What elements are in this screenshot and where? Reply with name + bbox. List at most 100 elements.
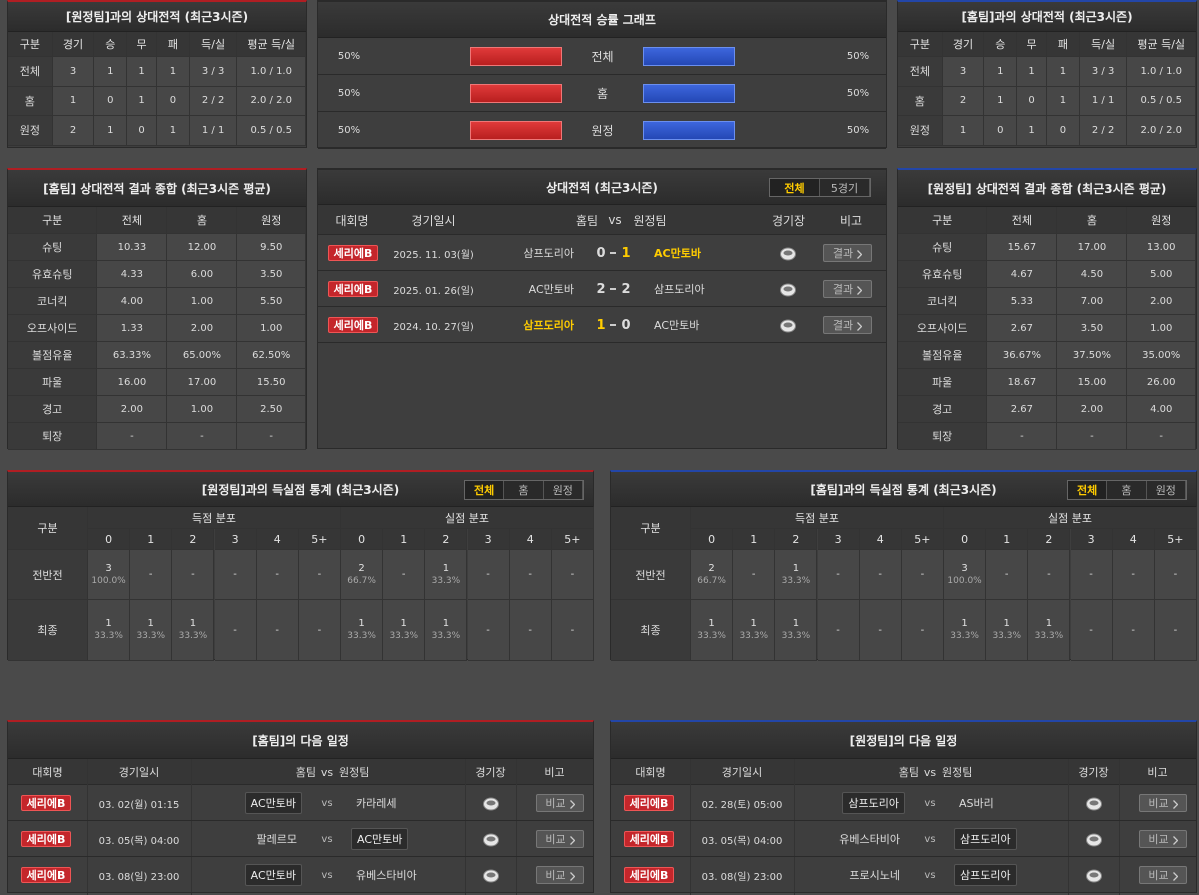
stadium-icon <box>779 318 797 333</box>
away-cell: 삼프도리아 <box>954 821 1066 857</box>
league-badge: 세리에B <box>21 831 71 847</box>
chevron <box>1172 871 1179 881</box>
tab[interactable]: 홈 <box>504 481 544 499</box>
league-badge: 세리에B <box>21 795 71 811</box>
tab[interactable]: 전체 <box>465 481 505 499</box>
column-header: 실점 분포 <box>944 507 1197 529</box>
tab[interactable]: 홈 <box>1107 481 1147 499</box>
bucket-header: 5+ <box>901 529 944 550</box>
column-header: 대회명 <box>635 766 666 779</box>
button[interactable]: 결과 <box>823 244 872 262</box>
match-date: 2024. 10. 27(일) <box>393 321 474 333</box>
bucket-header: 3 <box>467 529 510 550</box>
row-label: 전반전 <box>8 550 88 600</box>
row-label: 경고 <box>898 396 988 423</box>
tab[interactable]: 전체 <box>1068 481 1108 499</box>
button[interactable]: 비교 <box>1139 794 1187 812</box>
icon-shape <box>783 286 793 292</box>
goal-cell: - <box>1112 550 1155 600</box>
match-date: 03. 05(목) 04:00 <box>701 835 783 847</box>
column-header: 전체 <box>97 207 168 234</box>
row-label: 퇴장 <box>8 423 98 450</box>
tab[interactable]: 원정 <box>544 481 583 499</box>
stadium-icon <box>482 832 500 847</box>
goal-count: 1 <box>400 618 407 629</box>
goal-count: 1 <box>442 618 450 629</box>
away-team: AS바리 <box>959 797 994 810</box>
goal-cell: 1 33.3% <box>425 550 468 600</box>
home-cell: AC만토바 <box>191 857 302 893</box>
goal-count: 1 <box>189 618 197 629</box>
table-cell: 3 <box>942 57 985 87</box>
goal-cell: 1 33.3% <box>691 600 734 661</box>
chevron-line <box>1172 799 1179 809</box>
stadium-icon <box>779 282 797 297</box>
away-score: 0 <box>621 317 631 333</box>
bucket-header: 0 <box>341 529 384 550</box>
goal-count: 1 <box>358 618 365 629</box>
row-label: 경고 <box>8 396 98 423</box>
tab[interactable]: 5경기 <box>820 179 870 196</box>
goal-pct: 33.3% <box>94 631 123 641</box>
column-header: 홈 <box>167 207 238 234</box>
icon-shape <box>486 836 496 842</box>
stadium-icon-svg <box>1086 797 1102 811</box>
icon-shape <box>1089 872 1099 878</box>
chevron-svg <box>1172 799 1179 809</box>
row-label: 최종 <box>8 600 88 661</box>
panel: [홈팀]의 다음 일정 대회명 경기일시 홈팀 vs 원정팀 경기장 비고 세리에B 03. 02… <box>7 720 594 895</box>
table-cell: 1 <box>127 86 157 116</box>
column-header: 구분 <box>8 32 53 57</box>
column-header: 경기장 <box>771 213 806 228</box>
away-bar <box>643 84 735 103</box>
away-rate: 50% <box>846 88 870 99</box>
table-cell: 1 <box>942 116 985 146</box>
button[interactable]: 비교 <box>1139 830 1187 848</box>
goal-cell: - <box>551 600 594 661</box>
home-bar <box>470 84 562 103</box>
stadium-icon <box>482 868 500 883</box>
button[interactable]: 비교 <box>536 794 584 812</box>
vs-label: vs <box>924 833 936 845</box>
column-divider <box>1068 759 1069 895</box>
icon-shape <box>486 800 496 806</box>
chevron <box>569 871 576 881</box>
column-header: 대회명 <box>32 766 63 779</box>
tab[interactable]: 전체 <box>770 179 820 196</box>
goal-pct: 33.3% <box>136 631 166 641</box>
row-label: 유효슈팅 <box>8 261 98 288</box>
column-header: 평균 득/실 <box>237 32 306 57</box>
button[interactable]: 비교 <box>536 830 584 848</box>
table-cell: 2.67 <box>987 396 1058 423</box>
panel: [홈팀] 상대전적 결과 종합 (최근3시즌 평균) 구분 전체 홈 원정 슈팅 10.33… <box>7 168 307 450</box>
icon-shape <box>1089 800 1099 806</box>
goal-cell: 1 33.3% <box>425 600 468 661</box>
tab[interactable]: 원정 <box>1147 481 1186 499</box>
column-header: 실점 분포 <box>341 507 594 529</box>
goal-count: 3 <box>961 562 968 574</box>
panel-title: 상대전적 (최근3시즌) <box>318 170 886 205</box>
goal-cell: 3 100.0% <box>88 550 131 600</box>
home-team: 삼프도리아 <box>523 319 574 332</box>
home-rate: 50% <box>337 51 361 62</box>
column-divider <box>516 759 517 895</box>
table-cell: 1 <box>157 57 190 87</box>
goal-count: 3 <box>105 562 112 574</box>
panel-title: 상대전적 승률 그래프 <box>318 2 886 38</box>
button[interactable]: 결과 <box>823 280 872 298</box>
chevron <box>569 835 576 845</box>
goal-cell: 1 33.3% <box>733 600 776 661</box>
chevron-svg <box>857 249 863 259</box>
panel: [원정팀]과의 상대전적 (최근3시즌) 구분 경기 승 무 패 득/실 평균 득/실 전체 3 1… <box>7 0 307 148</box>
button[interactable]: 결과 <box>823 316 872 334</box>
league-badge: 세리에B <box>21 867 71 883</box>
button[interactable]: 비교 <box>536 866 584 884</box>
goal-cell: - <box>1070 550 1113 600</box>
chevron <box>857 321 863 331</box>
button[interactable]: 비교 <box>1139 866 1187 884</box>
bucket-header: 5+ <box>1154 529 1197 550</box>
row-label: 전체 <box>8 57 53 87</box>
goal-cell: 1 33.3% <box>775 600 818 661</box>
bucket-header: 1 <box>733 529 776 550</box>
